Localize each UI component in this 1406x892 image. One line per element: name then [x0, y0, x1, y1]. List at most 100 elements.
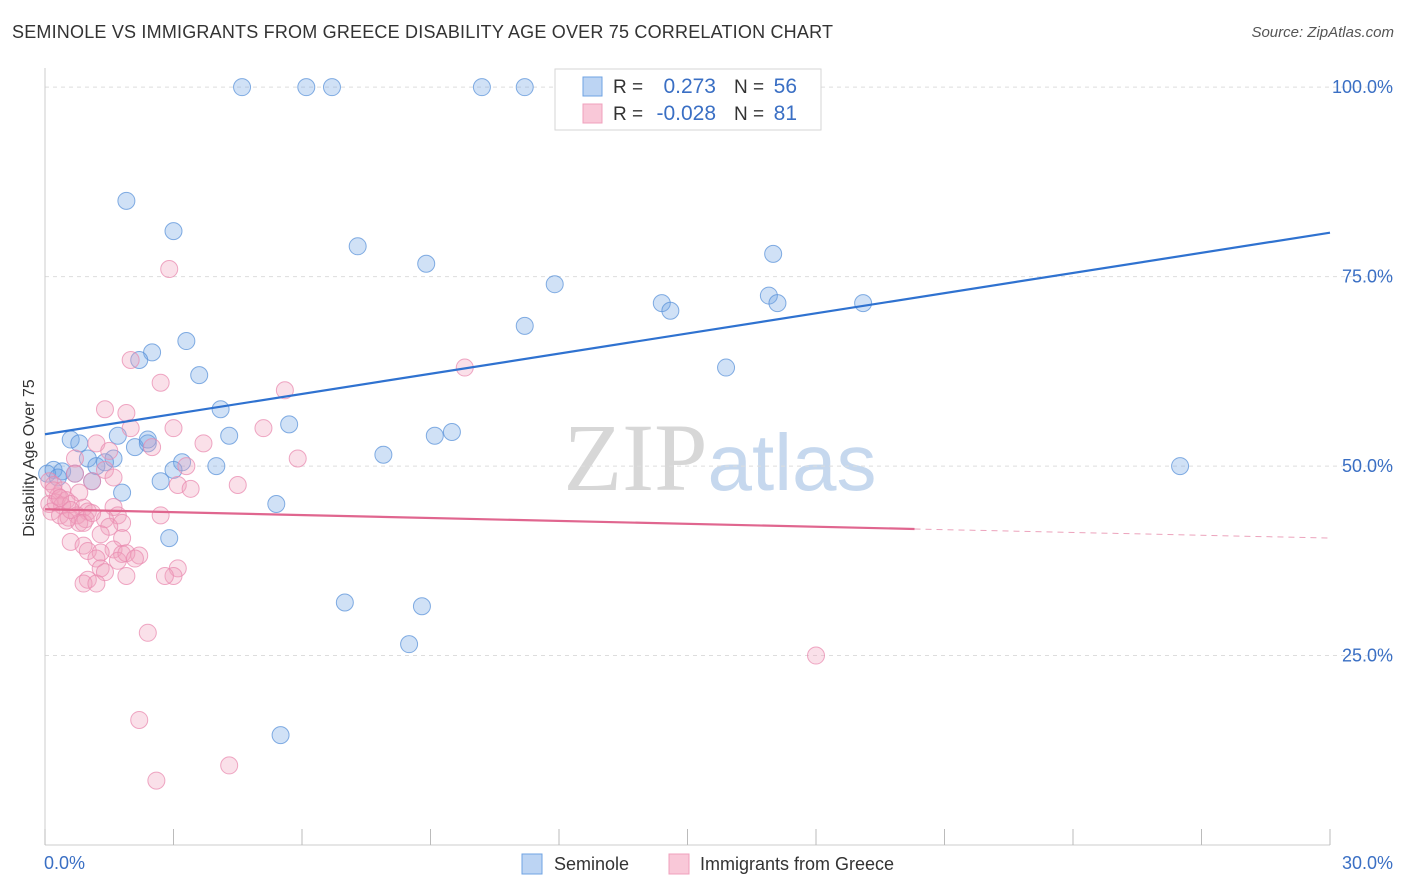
chart-source: Source: ZipAtlas.com [1251, 24, 1394, 41]
greece-point [254, 419, 273, 438]
greece-point [138, 623, 157, 642]
seminole-point [297, 78, 316, 97]
seminole-point [335, 593, 354, 612]
seminole-point [38, 464, 57, 483]
greece-point [121, 419, 140, 438]
seminole-point [220, 426, 239, 445]
greece-point [147, 771, 166, 790]
greece-point [117, 404, 136, 423]
greece-point [83, 472, 102, 491]
greece-point [74, 574, 93, 593]
greece-point [220, 756, 239, 775]
seminole-point [348, 237, 367, 256]
watermark-text: ZIPatlas [564, 404, 877, 511]
seminole-trend-line [44, 231, 1331, 436]
x-tick-label-max: 30.0% [1342, 853, 1393, 873]
y-axis-title: Disability Age Over 75 [21, 379, 38, 537]
greece-point [42, 502, 61, 521]
seminole-point [160, 529, 179, 548]
greece-point [275, 381, 294, 400]
chart-title: SEMINOLE VS IMMIGRANTS FROM GREECE DISAB… [12, 22, 834, 42]
seminole-point [271, 726, 290, 745]
seminole-point [854, 294, 873, 313]
grid [45, 86, 1392, 657]
axes: 25.0% 50.0% 75.0% 100.0% 0.0% 30.0% Disability… [21, 68, 1393, 873]
legend-n-value: 56 [774, 75, 797, 98]
seminole-legend-swatch [521, 853, 543, 875]
y-tick-label: 100.0% [1332, 77, 1393, 97]
greece-point [83, 504, 102, 523]
greece-legend-label: Immigrants from Greece [700, 854, 894, 874]
seminole-point [412, 597, 431, 616]
seminole-point [1171, 457, 1190, 476]
seminole-point [95, 453, 114, 472]
greece-point [50, 488, 69, 507]
watermark: ZIPatlas [564, 404, 877, 511]
legend-r-label: R = [613, 104, 643, 125]
x-tick-label-min: 0.0% [44, 853, 85, 873]
greece-point [194, 434, 213, 453]
greece-point [91, 525, 110, 544]
greece-point [125, 549, 144, 568]
seminole-point [211, 400, 230, 419]
stats-legend: R = 0.273 N = 56 R = -0.028 N = 81 [554, 68, 822, 131]
seminole-point [87, 457, 106, 476]
seminole-legend-label: Seminole [554, 854, 629, 874]
greece-point [228, 476, 247, 495]
greece-point [65, 449, 84, 468]
greece-trend-line [44, 508, 915, 531]
seminole-point [280, 415, 299, 434]
greece-point [177, 457, 196, 476]
greece-legend-swatch [668, 853, 690, 875]
seminole-point [442, 422, 461, 441]
seminole-point [400, 635, 419, 654]
seminole-point [164, 222, 183, 241]
y-tick-label: 75.0% [1342, 267, 1393, 287]
seminole-point [233, 78, 252, 97]
seminole-point [515, 78, 534, 97]
seminole-point [661, 301, 680, 320]
greece-point [70, 513, 89, 532]
greece-point [181, 479, 200, 498]
seminole-point [764, 244, 783, 263]
greece-point [143, 438, 162, 457]
seminole-point [515, 316, 534, 335]
greece-point [95, 400, 114, 419]
greece-legend-swatch [582, 103, 603, 124]
seminole-point [190, 366, 209, 385]
greece-point [87, 574, 106, 593]
greece-point [117, 544, 136, 563]
series-legend: Seminole Immigrants from Greece [521, 853, 894, 875]
legend-n-label: N = [734, 104, 764, 125]
watermark-zip: ZIP [564, 404, 708, 511]
seminole-point [177, 332, 196, 351]
greece-point [117, 566, 136, 585]
trend-lines [44, 231, 1331, 539]
seminole-point [425, 426, 444, 445]
greece-point [164, 419, 183, 438]
greece-point [44, 481, 63, 500]
seminole-point [374, 445, 393, 464]
seminole-point [70, 434, 89, 453]
legend-n-label: N = [734, 77, 764, 98]
greece-point [121, 350, 140, 369]
greece-point [807, 646, 825, 665]
seminole-point [151, 472, 170, 491]
greece-point [87, 549, 106, 568]
seminole-point [322, 78, 341, 97]
legend-r-value: 0.273 [663, 75, 716, 98]
seminole-legend-swatch [582, 76, 603, 97]
seminole-point [117, 191, 136, 210]
points [38, 78, 1190, 790]
seminole-point [417, 254, 436, 273]
greece-point [130, 710, 149, 729]
seminole-point [545, 275, 564, 294]
greece-trend-extension [914, 528, 1331, 539]
watermark-atlas: atlas [708, 418, 877, 507]
greece-point [100, 441, 119, 460]
legend-r-label: R = [613, 77, 643, 98]
greece-point [151, 506, 170, 525]
seminole-point [768, 294, 787, 313]
